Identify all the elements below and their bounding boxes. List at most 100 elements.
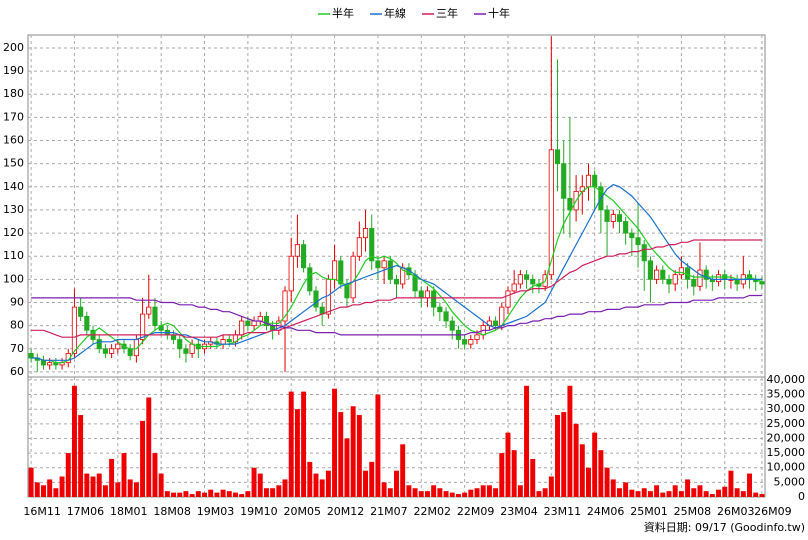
candle-body [666, 278, 672, 285]
x-tick-label: 25M08 [674, 505, 712, 518]
y2-tick-label: 5,000 [774, 475, 806, 488]
volume-bar [239, 494, 245, 497]
y-tick-label: 160 [3, 134, 24, 147]
candle-body [635, 237, 641, 246]
volume-bar [220, 489, 226, 497]
candle-body [220, 339, 226, 345]
candle-body [493, 320, 499, 327]
volume-bar [474, 488, 480, 497]
volume-bar [635, 491, 641, 497]
candle-body [331, 260, 338, 280]
y2-tick-label: 35,000 [767, 388, 806, 401]
x-tick-label: 18M01 [110, 505, 148, 518]
volume-bar [759, 494, 765, 497]
candle-body [381, 260, 387, 269]
volume-bar [424, 491, 430, 497]
volume-bar [747, 473, 752, 497]
y2-tick-label: 30,000 [767, 402, 806, 415]
candle-body [245, 320, 251, 327]
volume-bar [449, 492, 455, 497]
candle-body [393, 278, 400, 285]
volume-bar [517, 485, 523, 497]
candle-body [517, 274, 523, 285]
candle-body [424, 290, 431, 299]
volume-bar [691, 488, 697, 497]
volume-bar [276, 485, 282, 497]
y-tick-label: 140 [3, 180, 24, 193]
candle-body [715, 274, 722, 283]
volume-bar [282, 479, 288, 497]
volume-bar [146, 397, 152, 497]
volume-bar [102, 485, 108, 497]
volume-bar [716, 489, 722, 497]
candle-body [505, 290, 511, 308]
candle-body [189, 343, 195, 354]
volume-bar [561, 412, 567, 497]
volume-bar [313, 473, 319, 497]
y-tick-label: 150 [3, 157, 24, 170]
candle-body [691, 278, 697, 287]
candle-body [449, 320, 455, 331]
candle-body [78, 306, 84, 317]
volume-bar [183, 491, 189, 497]
legend-label: 三年 [436, 6, 458, 20]
candle-body [641, 244, 647, 262]
candle-body [257, 315, 263, 322]
volume-bar [375, 394, 381, 497]
volume-bar [245, 491, 251, 497]
volume-bar [47, 479, 53, 497]
volume-bar [641, 488, 647, 497]
y2-tick-label: 0 [798, 490, 805, 503]
volume-bar [406, 485, 412, 497]
x-tick-label: 20M05 [283, 505, 321, 518]
volume-bar [468, 489, 474, 497]
volume-bar [78, 415, 84, 497]
volume-bar [195, 491, 201, 497]
volume-bar [121, 453, 127, 497]
legend-label: 年線 [384, 6, 406, 20]
candle-body [431, 290, 437, 308]
volume-bar [307, 461, 313, 497]
candle-body [437, 306, 443, 313]
volume-bar [511, 450, 517, 497]
volume-bar [586, 467, 591, 497]
volume-bar [753, 492, 759, 497]
volume-bar [660, 492, 666, 497]
volume-bar [214, 492, 220, 497]
volume-bar [41, 485, 46, 497]
candle-body [84, 315, 90, 331]
candle-body [462, 339, 468, 345]
y-tick-label: 100 [3, 272, 24, 285]
y2-tick-label: 40,000 [767, 373, 806, 386]
candle-body [307, 267, 313, 292]
candle-body [530, 278, 536, 285]
candle-body [115, 343, 121, 350]
y-tick-label: 120 [3, 226, 24, 239]
candle-body [294, 244, 300, 257]
volume-bar [647, 491, 653, 497]
candle-body [350, 255, 356, 299]
y-tick-label: 110 [3, 249, 24, 262]
volume-bar [685, 479, 691, 497]
candle-body [623, 221, 629, 234]
volume-bar [356, 415, 362, 497]
x-tick-label: 22M09 [457, 505, 495, 518]
candle-body [585, 174, 592, 188]
y-tick-label: 60 [10, 365, 24, 378]
candle-body [28, 352, 34, 359]
candle-body [226, 339, 232, 343]
volume-bar [332, 388, 338, 497]
volume-bar [301, 391, 307, 497]
ma-line [31, 183, 762, 361]
volume-bar [524, 385, 530, 497]
candle-body [616, 214, 623, 222]
volume-bar [251, 467, 257, 497]
candle-body [523, 274, 530, 280]
candle-body [140, 313, 146, 340]
volume-bar [480, 485, 486, 497]
volume-bar [499, 453, 505, 497]
candle-body [47, 362, 53, 366]
volume-bar [734, 488, 740, 497]
y2-tick-label: 15,000 [767, 446, 806, 459]
volume-bar [28, 467, 34, 497]
